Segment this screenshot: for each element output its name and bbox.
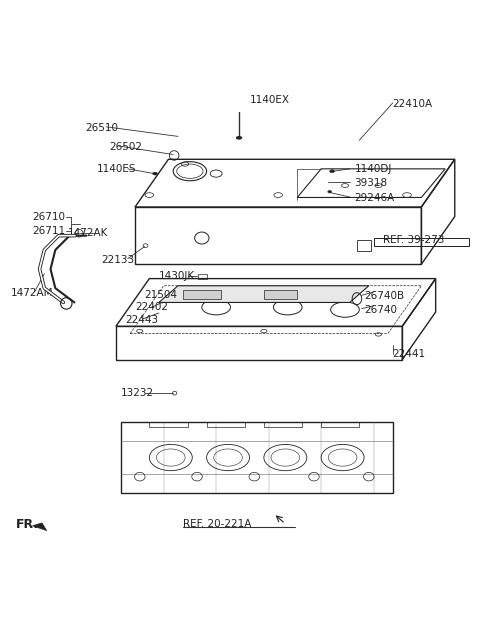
Text: FR.: FR.	[16, 518, 39, 531]
Text: 22443: 22443	[125, 315, 158, 325]
Text: 26740B: 26740B	[364, 291, 404, 301]
Text: 1472AM: 1472AM	[11, 288, 53, 298]
Text: 22441: 22441	[393, 349, 426, 359]
Polygon shape	[159, 286, 369, 303]
Text: REF. 39-273: REF. 39-273	[383, 235, 444, 245]
Ellipse shape	[153, 172, 157, 175]
Text: 1140DJ: 1140DJ	[355, 164, 392, 174]
Text: 39318: 39318	[355, 178, 388, 188]
Text: 26710: 26710	[33, 212, 65, 222]
Text: 21504: 21504	[144, 290, 178, 300]
Text: 29246A: 29246A	[355, 193, 395, 203]
Polygon shape	[264, 290, 297, 299]
Text: 26711: 26711	[33, 226, 66, 236]
Text: REF. 20-221A: REF. 20-221A	[183, 519, 251, 529]
Text: 26740: 26740	[364, 305, 397, 314]
Polygon shape	[33, 523, 47, 530]
Text: 22410A: 22410A	[393, 99, 433, 109]
Text: 26502: 26502	[109, 142, 142, 152]
Ellipse shape	[236, 137, 242, 139]
Ellipse shape	[328, 190, 332, 193]
Text: 1140EX: 1140EX	[250, 95, 289, 105]
Text: 1472AK: 1472AK	[68, 228, 108, 238]
Text: 22402: 22402	[135, 302, 168, 312]
Text: 1430JK: 1430JK	[159, 271, 195, 281]
Polygon shape	[183, 290, 221, 299]
Ellipse shape	[330, 170, 335, 173]
Text: 26510: 26510	[85, 124, 118, 134]
Text: 1140ES: 1140ES	[97, 164, 136, 174]
Text: 13232: 13232	[120, 388, 154, 398]
Text: 22133: 22133	[102, 255, 135, 265]
